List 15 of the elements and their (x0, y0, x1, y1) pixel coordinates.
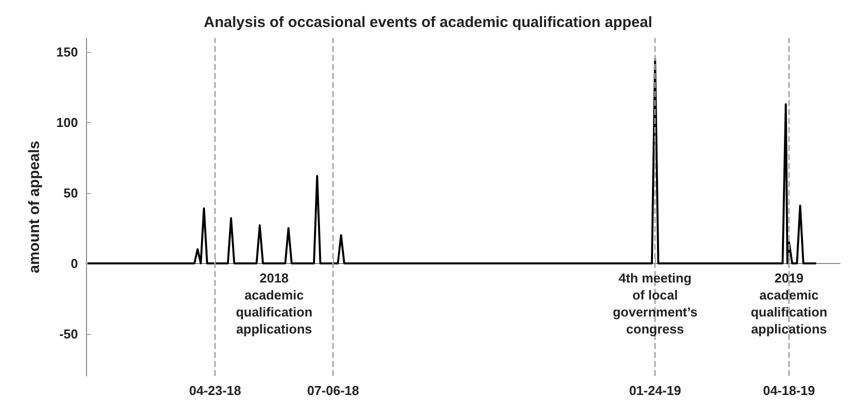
x-tick-label: 07-06-18 (307, 383, 360, 398)
annotation: 4th meeting of local government’s congress (612, 270, 698, 337)
x-tick-label: 04-23-18 (189, 383, 242, 398)
x-tick-label: 01-24-19 (629, 383, 682, 398)
chart-title: Analysis of occasional events of academic qualification appeal (204, 14, 652, 31)
y-tick-label: 0 (70, 256, 78, 271)
x-tick-label: 04-18-19 (762, 383, 816, 398)
y-axis-title: amount of appeals (26, 140, 43, 274)
y-tick-label: 100 (56, 115, 78, 130)
annotation: 2019 academic qualification applications (750, 270, 828, 337)
annotation: 2018 academic qualification applications (236, 270, 312, 337)
y-tick-label: 50 (64, 185, 78, 200)
y-tick-label: -50 (59, 326, 78, 342)
line-series (86, 58, 818, 264)
y-tick-label: 150 (56, 44, 78, 60)
